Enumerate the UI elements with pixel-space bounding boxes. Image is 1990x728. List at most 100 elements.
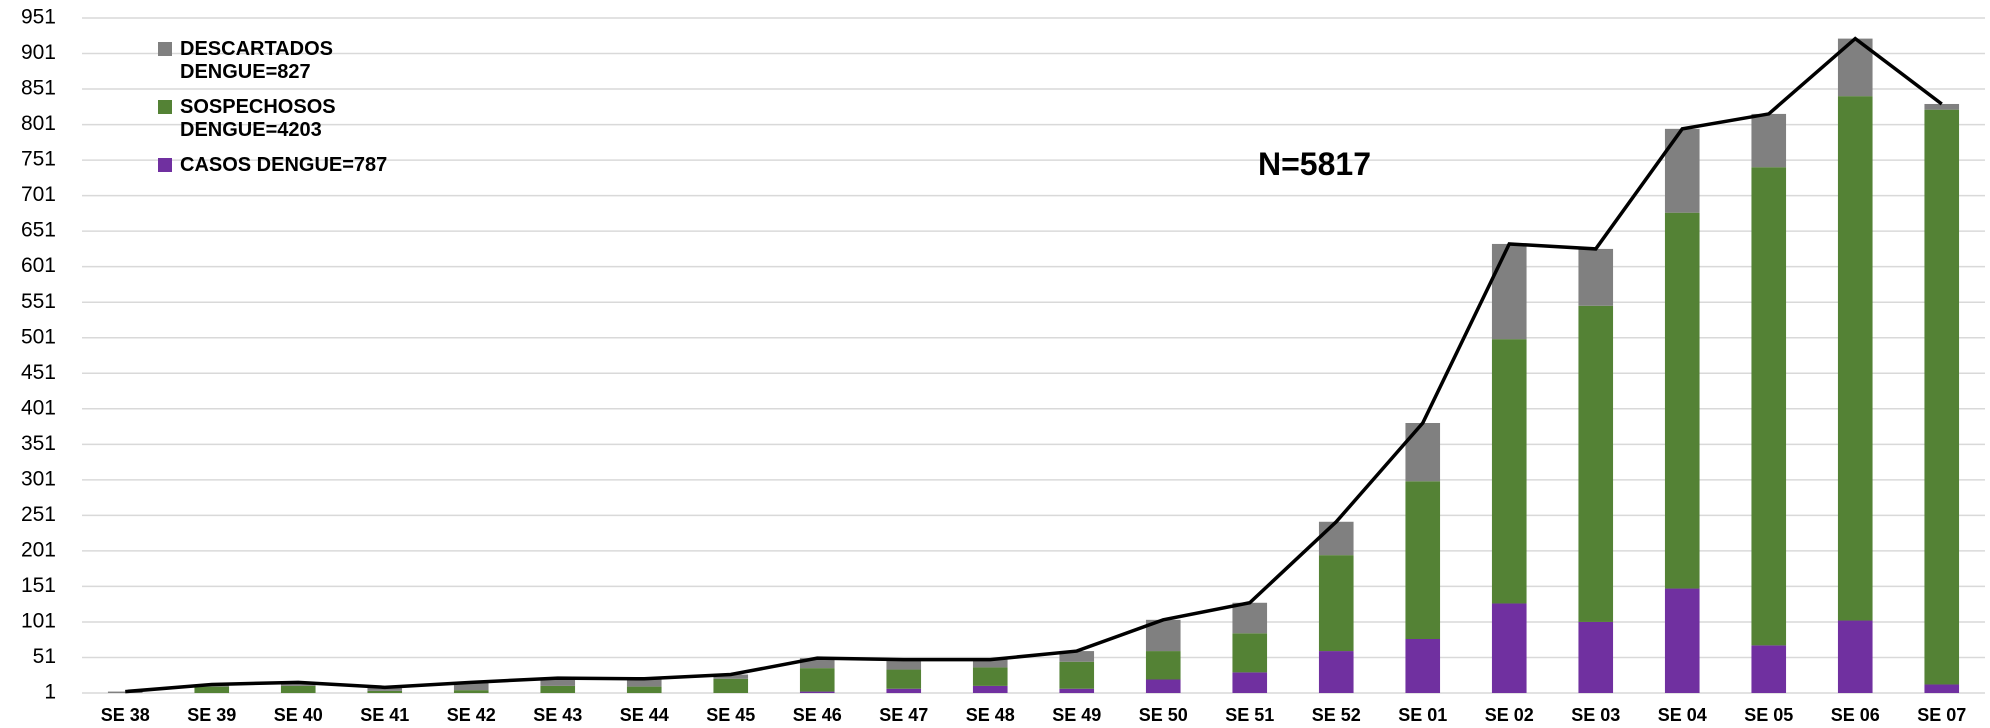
legend-label: CASOS DENGUE=787 — [180, 154, 388, 176]
y-tick-label: 701 — [21, 183, 56, 206]
bar-segment — [1405, 481, 1441, 639]
y-tick-label: 351 — [21, 432, 56, 455]
x-tick-label: SE 04 — [1658, 705, 1707, 725]
x-tick-label: SE 41 — [360, 705, 409, 725]
x-tick-label: SE 46 — [793, 705, 842, 725]
bar-segment — [453, 682, 489, 691]
x-tick-label: SE 44 — [620, 705, 669, 725]
x-tick-label: SE 51 — [1225, 705, 1274, 725]
bar-segment — [1491, 339, 1527, 604]
bar-segment — [1924, 684, 1960, 693]
bar-segment — [799, 668, 835, 692]
bar-segment — [280, 685, 316, 693]
bar-segment — [972, 685, 1008, 693]
x-tick-label: SE 45 — [706, 705, 755, 725]
bar-segment — [1837, 96, 1873, 621]
bar-segment — [886, 688, 922, 693]
bar-segment — [1751, 167, 1787, 646]
bar-segment — [626, 678, 662, 687]
legend-swatch — [158, 42, 172, 56]
bar-segment — [886, 669, 922, 689]
bar-segment — [1578, 621, 1614, 693]
x-tick-label: SE 06 — [1831, 705, 1880, 725]
x-tick-label: SE 38 — [101, 705, 150, 725]
bar-segment — [1145, 651, 1181, 680]
y-tick-label: 451 — [21, 361, 56, 384]
x-tick-label: SE 52 — [1312, 705, 1361, 725]
y-tick-label: 1 — [44, 681, 56, 704]
x-tick-label: SE 43 — [533, 705, 582, 725]
x-tick-label: SE 50 — [1139, 705, 1188, 725]
bar-segment — [1405, 423, 1441, 482]
bar-segment — [1664, 128, 1700, 213]
y-tick-label: 951 — [21, 6, 56, 29]
y-tick-label: 651 — [21, 219, 56, 242]
legend-item: CASOS DENGUE=787 — [158, 154, 458, 177]
bar-segment — [453, 690, 489, 693]
annotation: N=5817 — [1258, 146, 1371, 182]
bar-segment — [1059, 651, 1095, 662]
legend-swatch — [158, 100, 172, 114]
bar-segment — [1232, 602, 1268, 634]
x-tick-label: SE 40 — [274, 705, 323, 725]
x-tick-label: SE 48 — [966, 705, 1015, 725]
bar-segment — [626, 686, 662, 693]
y-tick-label: 751 — [21, 148, 56, 171]
bar-segment — [540, 685, 576, 693]
bar-segment — [280, 682, 316, 686]
bar-segment — [972, 667, 1008, 686]
x-tick-label: SE 03 — [1571, 705, 1620, 725]
y-tick-label: 901 — [21, 41, 56, 64]
y-tick-label: 801 — [21, 112, 56, 135]
bar-segment — [107, 691, 143, 693]
bar-segment — [1059, 688, 1095, 693]
x-tick-label: SE 49 — [1052, 705, 1101, 725]
y-tick-label: 501 — [21, 325, 56, 348]
x-tick-label: SE 42 — [447, 705, 496, 725]
bar-segment — [1059, 661, 1095, 689]
bar-segment — [1924, 109, 1960, 685]
y-tick-label: 101 — [21, 609, 56, 632]
legend-swatch — [158, 158, 172, 172]
x-tick-label: SE 39 — [187, 705, 236, 725]
bar-segment — [713, 678, 749, 693]
bar-segment — [1578, 248, 1614, 306]
y-tick-label: 201 — [21, 538, 56, 561]
bar-segment — [1578, 305, 1614, 622]
bar-segment — [194, 686, 230, 693]
bar-segment — [799, 658, 835, 669]
bar-segment — [972, 659, 1008, 668]
x-tick-label: SE 05 — [1744, 705, 1793, 725]
x-tick-label: SE 07 — [1917, 705, 1966, 725]
legend-label: SOSPECHOSOS DENGUE=4203 — [180, 96, 336, 141]
bar-segment — [1751, 645, 1787, 693]
y-tick-label: 551 — [21, 290, 56, 313]
bar-segment — [367, 687, 403, 691]
bar-segment — [1145, 679, 1181, 693]
legend-label: DESCARTADOS DENGUE=827 — [180, 38, 333, 83]
total-line — [125, 36, 1943, 694]
bar-segment — [1405, 639, 1441, 693]
bar-segment — [1664, 588, 1700, 693]
y-tick-label: 251 — [21, 503, 56, 526]
bar-segment — [1318, 555, 1354, 652]
legend-item: SOSPECHOSOS DENGUE=4203 — [158, 96, 458, 142]
bar-segment — [1751, 113, 1787, 168]
legend: DESCARTADOS DENGUE=827 SOSPECHOSOS DENGUE… — [158, 38, 458, 189]
bar-segment — [886, 659, 922, 670]
x-tick-label: SE 47 — [879, 705, 928, 725]
y-tick-label: 401 — [21, 396, 56, 419]
bar-segment — [799, 691, 835, 693]
y-tick-label: 51 — [33, 645, 56, 668]
bar-segment — [1664, 212, 1700, 589]
bar-segment — [1837, 620, 1873, 693]
y-tick-label: 301 — [21, 467, 56, 490]
x-tick-label: SE 02 — [1485, 705, 1534, 725]
bar-segment — [367, 690, 403, 693]
bar-segment — [1491, 243, 1527, 340]
bar-segment — [713, 674, 749, 679]
legend-item: DESCARTADOS DENGUE=827 — [158, 38, 458, 84]
bar-segment — [1318, 521, 1354, 556]
